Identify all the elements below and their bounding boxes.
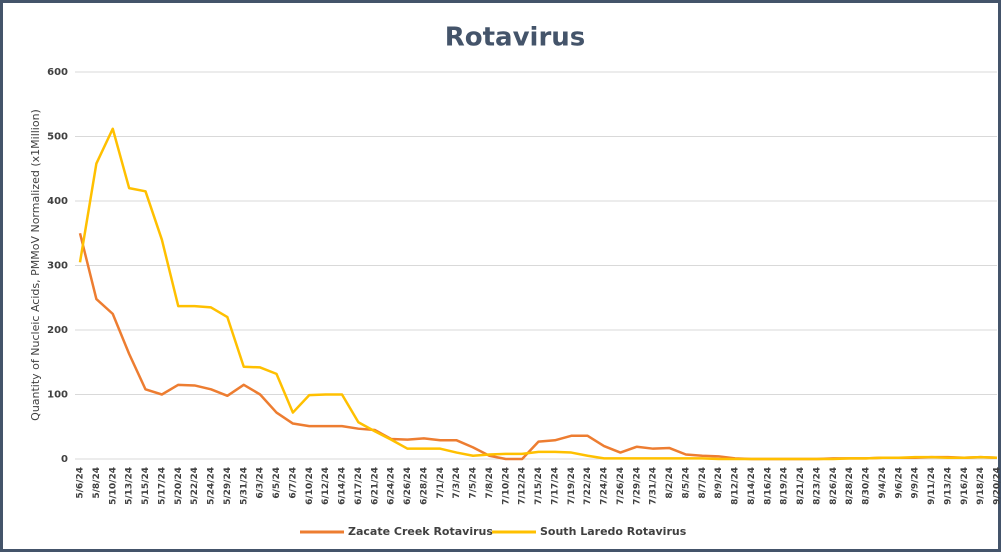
x-tick-label: 5/17/24 bbox=[157, 467, 167, 505]
x-tick-label: 7/5/24 bbox=[469, 467, 479, 499]
x-tick-label: 6/24/24 bbox=[387, 467, 397, 505]
x-tick-label: 5/15/24 bbox=[141, 467, 151, 505]
y-tick-label: 300 bbox=[47, 261, 68, 272]
x-tick-label: 5/13/24 bbox=[125, 467, 135, 505]
x-tick-label: 6/28/24 bbox=[419, 467, 429, 505]
x-tick-label: 8/19/24 bbox=[780, 467, 790, 505]
legend-label: Zacate Creek Rotavirus bbox=[348, 525, 493, 538]
x-tick-label: 8/28/24 bbox=[845, 467, 855, 505]
series-line bbox=[78, 127, 998, 461]
x-tick-label: 5/20/24 bbox=[174, 467, 184, 505]
x-tick-label: 9/11/24 bbox=[927, 467, 937, 505]
x-tick-label: 8/12/24 bbox=[731, 467, 741, 505]
x-tick-label: 6/12/24 bbox=[321, 467, 331, 505]
x-tick-label: 7/26/24 bbox=[616, 467, 626, 505]
x-tick-label: 7/12/24 bbox=[518, 467, 528, 505]
x-tick-label: 7/31/24 bbox=[649, 467, 659, 505]
x-tick-label: 5/29/24 bbox=[223, 467, 233, 505]
x-tick-label: 7/22/24 bbox=[583, 467, 593, 505]
x-tick-label: 5/31/24 bbox=[239, 467, 249, 505]
y-tick-label: 500 bbox=[47, 132, 68, 143]
x-tick-label: 5/22/24 bbox=[190, 467, 200, 505]
x-tick-label: 9/4/24 bbox=[878, 467, 888, 499]
x-tick-label: 7/24/24 bbox=[600, 467, 610, 505]
x-tick-label: 6/17/24 bbox=[354, 467, 364, 505]
x-tick-label: 8/14/24 bbox=[747, 467, 757, 505]
x-tick-label: 7/17/24 bbox=[550, 467, 560, 505]
x-tick-label: 6/26/24 bbox=[403, 467, 413, 505]
y-tick-label: 0 bbox=[61, 454, 68, 465]
x-tick-label: 8/21/24 bbox=[796, 467, 806, 505]
y-tick-label: 100 bbox=[47, 390, 68, 401]
chart-title: Rotavirus bbox=[445, 23, 586, 53]
x-tick-label: 6/21/24 bbox=[370, 467, 380, 505]
x-tick-label: 7/8/24 bbox=[485, 467, 495, 499]
x-tick-label: 9/6/24 bbox=[894, 467, 904, 499]
x-tick-label: 8/2/24 bbox=[665, 467, 675, 499]
x-tick-label: 5/10/24 bbox=[108, 467, 118, 505]
x-tick-label: 8/5/24 bbox=[681, 467, 691, 499]
x-tick-label: 6/10/24 bbox=[305, 467, 315, 505]
x-tick-label: 7/15/24 bbox=[534, 467, 544, 505]
x-tick-label: 7/1/24 bbox=[436, 467, 446, 499]
x-tick-label: 5/6/24 bbox=[76, 467, 86, 499]
x-tick-label: 7/3/24 bbox=[452, 467, 462, 499]
x-tick-label: 8/23/24 bbox=[812, 467, 822, 505]
y-tick-label: 400 bbox=[47, 196, 68, 207]
x-tick-label: 5/8/24 bbox=[92, 467, 102, 499]
x-tick-label: 9/18/24 bbox=[976, 467, 986, 505]
x-tick-label: 7/29/24 bbox=[632, 467, 642, 505]
x-tick-label: 6/14/24 bbox=[338, 467, 348, 505]
x-tick-label: 9/16/24 bbox=[960, 467, 970, 505]
x-tick-label: 5/24/24 bbox=[207, 467, 217, 505]
x-tick-label: 6/5/24 bbox=[272, 467, 282, 499]
x-tick-label: 6/3/24 bbox=[256, 467, 266, 499]
x-tick-label: 7/19/24 bbox=[567, 467, 577, 505]
y-axis-label: Quantity of Nucleic Acids, PMMoV Normali… bbox=[29, 109, 42, 421]
x-tick-label: 6/7/24 bbox=[288, 467, 298, 499]
x-tick-label: 9/9/24 bbox=[911, 467, 921, 499]
x-tick-label: 7/10/24 bbox=[501, 467, 511, 505]
y-tick-label: 200 bbox=[47, 325, 68, 336]
x-tick-label: 8/16/24 bbox=[763, 467, 773, 505]
legend-label: South Laredo Rotavirus bbox=[540, 525, 687, 538]
x-tick-label: 8/9/24 bbox=[714, 467, 724, 499]
y-tick-label: 600 bbox=[47, 67, 68, 78]
x-tick-label: 8/30/24 bbox=[862, 467, 872, 505]
x-tick-label: 9/13/24 bbox=[943, 467, 953, 505]
x-tick-label: 8/7/24 bbox=[698, 467, 708, 499]
x-tick-label: 9/20/24 bbox=[993, 467, 1001, 505]
x-tick-label: 8/26/24 bbox=[829, 467, 839, 505]
